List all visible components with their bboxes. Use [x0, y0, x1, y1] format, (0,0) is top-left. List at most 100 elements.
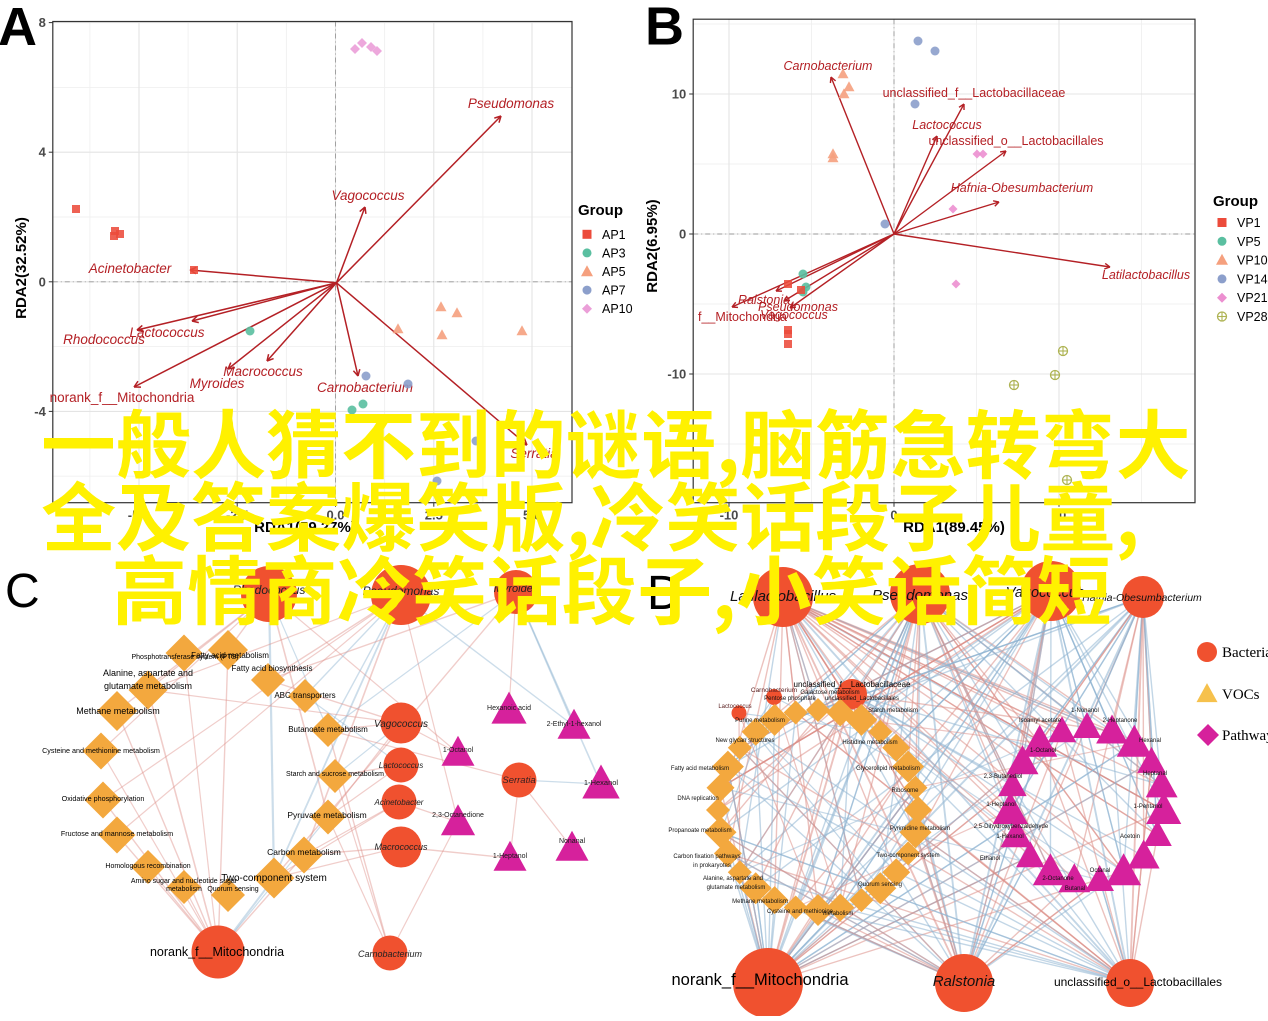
- svg-text:Methane metabolism: Methane metabolism: [76, 706, 160, 716]
- svg-text:Myroides: Myroides: [190, 376, 245, 391]
- svg-text:C: C: [5, 565, 40, 618]
- svg-text:8: 8: [39, 15, 46, 30]
- svg-text:AP7: AP7: [602, 284, 626, 298]
- svg-text:norank_f__Mitochondria: norank_f__Mitochondria: [50, 390, 195, 405]
- svg-text:Fatty acid biosynthesis: Fatty acid biosynthesis: [232, 664, 313, 673]
- svg-text:B: B: [645, 0, 684, 57]
- svg-text:RDA2(6.95%): RDA2(6.95%): [644, 199, 661, 292]
- svg-text:Serratia: Serratia: [502, 775, 535, 786]
- svg-text:Two-component system: Two-component system: [221, 873, 327, 884]
- svg-text:1-Hexanol: 1-Hexanol: [584, 778, 619, 787]
- svg-text:ABC transporters: ABC transporters: [274, 691, 335, 700]
- svg-text:Rhodococcus: Rhodococcus: [63, 332, 145, 347]
- svg-text:Pathway: Pathway: [1222, 728, 1268, 744]
- svg-text:VP28: VP28: [1237, 310, 1268, 324]
- svg-text:-4: -4: [34, 404, 46, 419]
- svg-text:Alanine, aspartate and: Alanine, aspartate and: [703, 876, 763, 882]
- svg-text:Butanal: Butanal: [1065, 886, 1085, 892]
- svg-text:Acetoin: Acetoin: [1120, 834, 1140, 840]
- svg-text:Pentose phosphate: Pentose phosphate: [764, 696, 816, 702]
- svg-text:Quorum sensing: Quorum sensing: [207, 886, 258, 893]
- svg-text:Hafnia-Obesumbacterium: Hafnia-Obesumbacterium: [951, 181, 1093, 195]
- svg-text:Carnobacterium: Carnobacterium: [784, 59, 873, 73]
- svg-text:4: 4: [39, 145, 47, 160]
- svg-text:Vagococcus: Vagococcus: [331, 188, 404, 203]
- svg-text:2,3-Butanediol: 2,3-Butanediol: [984, 774, 1023, 780]
- svg-text:unclassified_o__Lactobacillale: unclassified_o__Lactobacillales: [928, 134, 1103, 148]
- svg-text:unclassified_Lactobacillales: unclassified_Lactobacillales: [825, 696, 899, 702]
- svg-text:Heptanal: Heptanal: [1143, 771, 1167, 777]
- svg-text:AP3: AP3: [602, 246, 626, 260]
- svg-text:1-Pentanol: 1-Pentanol: [1133, 804, 1162, 810]
- svg-text:Oxidative phosphorylation: Oxidative phosphorylation: [62, 794, 145, 803]
- svg-text:2,5-Dihydroxybenzaldehyde: 2,5-Dihydroxybenzaldehyde: [974, 824, 1049, 830]
- svg-text:Methane metabolism: Methane metabolism: [732, 899, 788, 905]
- svg-text:VP14: VP14: [1237, 272, 1268, 286]
- svg-text:Homologous recombination: Homologous recombination: [105, 863, 190, 870]
- svg-text:Hexanal: Hexanal: [1139, 738, 1161, 744]
- svg-text:1-Heptanol: 1-Heptanol: [493, 853, 528, 860]
- svg-text:0: 0: [679, 227, 686, 242]
- svg-text:Isoamyl acetate: Isoamyl acetate: [1019, 718, 1062, 724]
- svg-text:Octanal: Octanal: [1090, 868, 1111, 874]
- svg-text:RDA2(32.52%): RDA2(32.52%): [13, 217, 30, 319]
- svg-text:VP21: VP21: [1237, 291, 1268, 305]
- svg-text:Ralstonia: Ralstonia: [933, 973, 996, 990]
- svg-text:0: 0: [39, 274, 46, 289]
- svg-text:Lactococcus: Lactococcus: [718, 704, 751, 710]
- svg-text:Lactococcus: Lactococcus: [912, 118, 981, 132]
- svg-text:Pyrimidine metabolism: Pyrimidine metabolism: [890, 826, 950, 832]
- svg-text:Butanoate metabolism: Butanoate metabolism: [288, 725, 368, 734]
- svg-text:Pyruvate metabolism: Pyruvate metabolism: [287, 810, 366, 820]
- svg-text:Starch metabolism: Starch metabolism: [868, 708, 918, 714]
- svg-text:1-Hexanol: 1-Hexanol: [996, 834, 1023, 840]
- svg-text:1-Octanol: 1-Octanol: [1030, 748, 1056, 754]
- svg-text:AP10: AP10: [602, 302, 633, 316]
- svg-text:VP5: VP5: [1237, 235, 1261, 249]
- svg-text:in prokaryotes: in prokaryotes: [693, 863, 731, 869]
- svg-text:Carbon fixation pathways: Carbon fixation pathways: [673, 854, 740, 860]
- svg-text:VP1: VP1: [1237, 216, 1261, 230]
- svg-text:Glycerolipid metabolism: Glycerolipid metabolism: [856, 766, 920, 772]
- svg-text:Cysteine and methionine metabo: Cysteine and methionine metabolism: [42, 746, 160, 755]
- svg-text:-10: -10: [667, 367, 686, 382]
- svg-text:Lactococcus: Lactococcus: [379, 761, 423, 770]
- svg-text:Fructose and mannose metabolis: Fructose and mannose metabolism: [61, 829, 173, 838]
- svg-text:Starch and sucrose metabolism: Starch and sucrose metabolism: [286, 771, 384, 778]
- svg-text:1-Octanol: 1-Octanol: [443, 747, 474, 754]
- svg-text:unclassified_f__Lactobacillace: unclassified_f__Lactobacillaceae: [794, 680, 912, 689]
- svg-text:AP5: AP5: [602, 265, 626, 279]
- svg-text:Fatty acid metabolism: Fatty acid metabolism: [671, 766, 729, 772]
- svg-text:Acinetobacter: Acinetobacter: [88, 261, 172, 276]
- svg-text:2-Ethyl-1-hexanol: 2-Ethyl-1-hexanol: [547, 721, 602, 728]
- svg-text:Carnobacterium: Carnobacterium: [358, 949, 423, 959]
- svg-text:metabolism: metabolism: [823, 911, 854, 917]
- svg-text:Bacteria: Bacteria: [1222, 645, 1268, 661]
- svg-text:Vagococcus: Vagococcus: [374, 719, 428, 730]
- svg-text:A: A: [0, 0, 37, 57]
- svg-text:glutamate metabolism: glutamate metabolism: [707, 885, 766, 891]
- svg-text:Quorum sensing: Quorum sensing: [858, 882, 902, 888]
- svg-text:New glycan structures: New glycan structures: [715, 738, 774, 744]
- svg-text:Ethanol: Ethanol: [980, 856, 1000, 862]
- svg-text:unclassified_o__Lactobacillale: unclassified_o__Lactobacillales: [1054, 975, 1222, 989]
- svg-text:Purine metabolism: Purine metabolism: [735, 718, 785, 724]
- svg-text:unclassified_f__Lactobacillace: unclassified_f__Lactobacillaceae: [883, 86, 1066, 100]
- svg-text:Macrococcus: Macrococcus: [374, 842, 428, 852]
- svg-text:Ribosome: Ribosome: [891, 788, 919, 794]
- svg-text:Carnobacterium: Carnobacterium: [317, 380, 413, 395]
- svg-text:Pseudomonas: Pseudomonas: [468, 96, 555, 111]
- svg-text:1-Nonanol: 1-Nonanol: [1071, 708, 1099, 714]
- svg-text:f__Mitochondria: f__Mitochondria: [698, 310, 787, 324]
- svg-text:2,3-Octanedione: 2,3-Octanedione: [432, 812, 484, 819]
- svg-text:Hexanoic acid: Hexanoic acid: [487, 705, 531, 712]
- svg-text:1-Heptanol: 1-Heptanol: [986, 802, 1015, 808]
- svg-text:norank_f__Mitochondria: norank_f__Mitochondria: [671, 971, 849, 989]
- svg-text:Alanine, aspartate and: Alanine, aspartate and: [103, 668, 193, 678]
- svg-text:Propanoate metabolism: Propanoate metabolism: [668, 828, 731, 834]
- svg-text:DNA replication: DNA replication: [677, 796, 718, 802]
- svg-text:Carbon metabolism: Carbon metabolism: [267, 847, 341, 857]
- svg-text:Carnobacterium: Carnobacterium: [751, 687, 797, 694]
- svg-text:norank_f__Mitochondria: norank_f__Mitochondria: [150, 945, 284, 959]
- svg-text:Histidine metabolism: Histidine metabolism: [842, 740, 897, 746]
